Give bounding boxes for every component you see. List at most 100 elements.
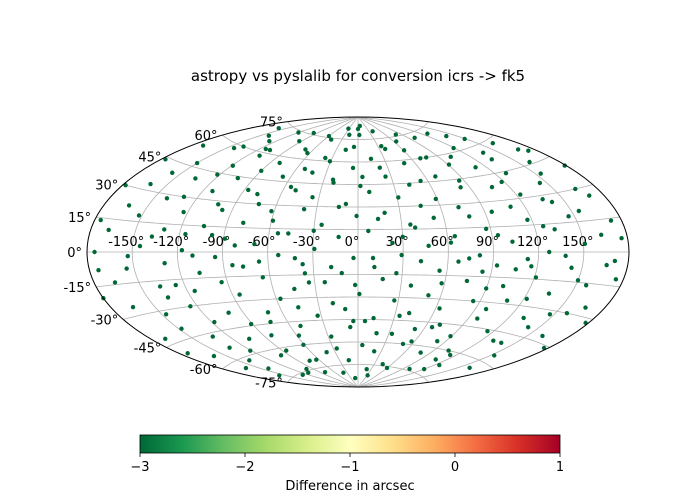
data-point [98,217,103,223]
data-point [374,331,379,336]
data-point [576,208,582,214]
data-point [328,264,334,270]
data-point [365,373,370,378]
parallel-line [166,319,550,348]
data-point [491,338,496,343]
data-point [241,144,246,149]
data-point [489,209,494,214]
longitude-tick-label: -30° [293,235,321,250]
data-point [267,138,272,144]
data-point [246,187,251,193]
data-point [165,295,171,300]
data-point [431,215,436,221]
data-point [433,196,438,202]
data-point [310,170,315,175]
sky-frame [86,116,630,388]
data-point [315,313,320,318]
data-point [407,366,412,372]
data-point [181,194,187,199]
data-point [475,316,480,321]
data-point [346,357,351,363]
data-point [546,291,552,296]
data-point [402,160,407,166]
data-point [499,179,504,185]
data-point [437,306,442,311]
data-point [296,130,301,135]
parallel-line [222,341,494,370]
data-point [212,254,218,260]
data-point [418,156,423,161]
data-point [437,268,442,273]
data-point [284,348,289,353]
latitude-tick-label: -75° [255,376,283,391]
data-point [194,160,200,166]
data-point [241,220,246,225]
data-point [421,366,427,372]
data-point [201,223,207,229]
colorbar: −3 −2 −1 0 1 Difference in arcsec [130,434,564,494]
data-point [495,232,501,238]
data-point [197,270,202,276]
data-point [394,270,399,276]
data-point [162,227,167,232]
data-point [483,306,489,312]
data-point [212,319,217,325]
data-point [300,262,305,267]
data-point [330,177,336,182]
data-point [302,166,308,172]
data-point [96,267,101,273]
data-point [163,157,168,162]
data-point [444,133,449,139]
data-point [552,227,557,232]
latitude-tick-label: -30° [91,314,119,329]
data-point [248,348,253,353]
data-point [433,357,438,362]
data-point [312,246,317,252]
data-point [125,253,130,259]
data-point [448,352,453,358]
longitude-tick-label: 90° [476,235,499,250]
data-point [319,222,324,227]
longitude-tick-label: -120° [153,235,189,250]
data-point [360,342,365,348]
data-point [263,146,268,152]
data-point [448,333,453,339]
data-point [407,310,412,316]
data-point [350,165,356,171]
data-point [351,255,356,261]
data-point [311,228,316,233]
data-point [379,143,384,149]
chart-title: astropy vs pyslalib for conversion icrs … [191,67,525,85]
data-point [266,366,271,371]
data-point [343,306,348,312]
data-point [306,280,312,285]
data-point [341,370,346,375]
data-point [508,204,513,209]
data-point [276,126,281,131]
data-point [351,318,356,324]
parallel-line [222,134,494,163]
data-point [364,367,369,372]
data-point [270,218,276,223]
data-point [304,366,309,372]
data-point [569,265,574,270]
data-point [248,321,254,327]
data-point [529,264,534,269]
data-point [137,243,143,249]
data-point [426,243,431,249]
colorbar-gradient [139,434,561,454]
data-point [181,209,186,215]
data-point [314,357,319,362]
data-point [370,129,375,134]
data-point [343,201,349,207]
data-point [527,159,532,165]
data-point [190,253,195,258]
data-point [575,278,581,283]
data-point [494,263,500,268]
data-point [112,280,118,285]
data-point [200,143,206,148]
data-point [322,280,327,285]
data-point [193,176,198,181]
data-point [533,275,539,280]
data-point [418,178,423,184]
